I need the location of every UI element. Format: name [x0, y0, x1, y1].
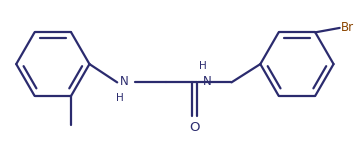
Text: H: H — [199, 61, 206, 71]
Text: N: N — [120, 75, 129, 88]
Text: O: O — [189, 121, 199, 134]
Text: N: N — [203, 75, 211, 88]
Text: H: H — [116, 93, 124, 103]
Text: Br: Br — [341, 21, 354, 34]
